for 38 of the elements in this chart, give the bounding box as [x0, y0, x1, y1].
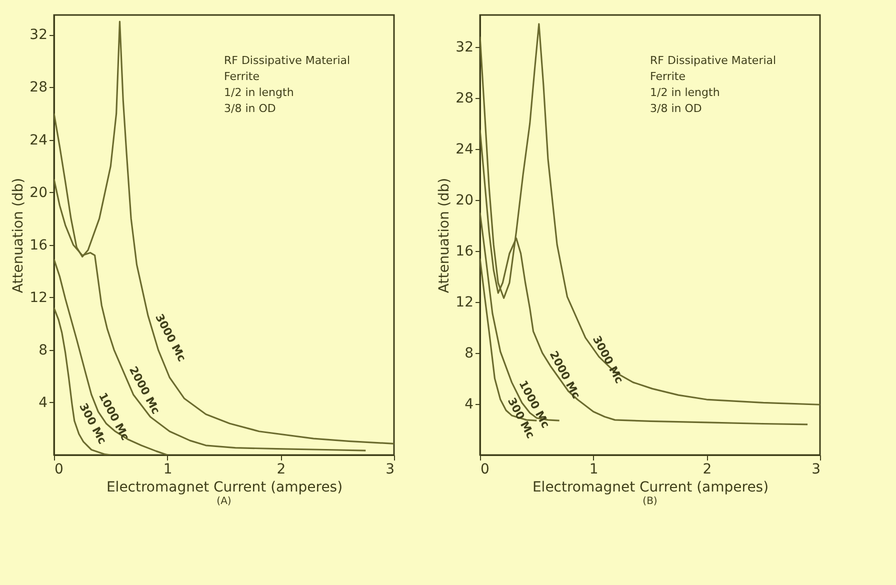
y-tick-label: 28 — [456, 90, 474, 106]
y-tick-label: 4 — [38, 394, 48, 411]
y-tick-label: 12 — [456, 294, 474, 310]
x-tick-label: 2 — [276, 462, 286, 478]
annotation: 3/8 in OD — [650, 102, 702, 115]
y-tick-label: 24 — [456, 141, 474, 158]
x-tick-label: 0 — [480, 462, 490, 478]
annotation: RF Dissipative Material — [224, 54, 350, 67]
y-axis-title: Attenuation (db) — [436, 178, 453, 294]
y-tick-label: 16 — [30, 237, 48, 254]
x-tick-label: 1 — [589, 462, 598, 478]
annotation: 1/2 in length — [224, 86, 294, 99]
x-tick-label: 1 — [163, 462, 172, 478]
x-axis-title: Electromagnet Current (amperes) — [106, 480, 343, 496]
annotation: Ferrite — [224, 70, 260, 83]
text: (B) — [642, 496, 658, 507]
y-tick-label: 4 — [464, 396, 474, 412]
y-tick-label: 20 — [30, 184, 48, 201]
y-tick-label: 32 — [30, 27, 48, 44]
y-tick-label: 20 — [456, 192, 474, 208]
y-tick-label: 16 — [456, 243, 474, 260]
y-tick-label: 8 — [464, 345, 474, 362]
annotation: Ferrite — [650, 70, 686, 83]
y-axis-title: Attenuation (db) — [10, 178, 27, 294]
annotation: 1/2 in length — [650, 86, 720, 99]
x-tick-label: 2 — [702, 462, 712, 478]
annotation: RF Dissipative Material — [650, 54, 776, 67]
y-tick-label: 24 — [30, 132, 48, 148]
y-tick-label: 12 — [30, 290, 48, 306]
y-tick-label: 8 — [38, 342, 48, 358]
x-tick-label: 0 — [54, 462, 64, 478]
y-tick-label: 28 — [30, 80, 48, 96]
annotation: 3/8 in OD — [224, 102, 276, 115]
y-tick-label: 32 — [456, 39, 474, 56]
x-tick-label: 3 — [386, 462, 394, 478]
text: (A) — [216, 496, 232, 507]
x-axis-title: Electromagnet Current (amperes) — [532, 480, 769, 496]
x-tick-label: 3 — [812, 462, 820, 478]
